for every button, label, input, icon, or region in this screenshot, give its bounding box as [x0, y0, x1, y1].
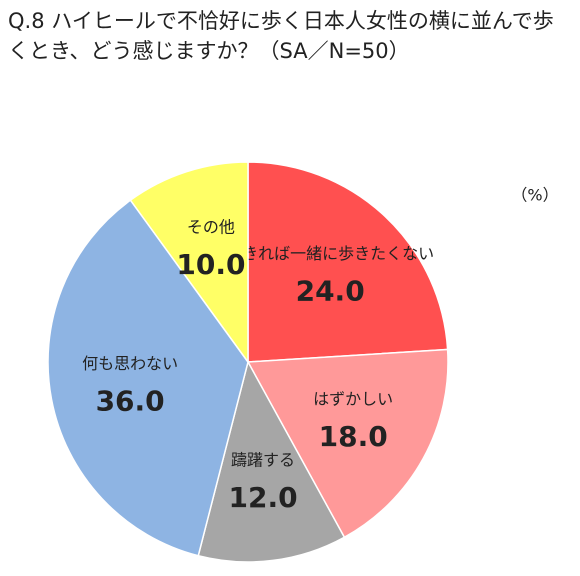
pie-slice: [246, 348, 449, 539]
pie-slice: [47, 199, 249, 557]
value-label: 36.0: [96, 384, 165, 417]
value-label: 10.0: [176, 248, 245, 281]
pie-slice: [197, 359, 346, 563]
value-label: 18.0: [319, 420, 388, 453]
slice-label: 躊躇する: [231, 451, 295, 470]
pie-slice: [129, 161, 249, 365]
chart-title: Q.8 ハイヒールで不恰好に歩く日本人女性の横に並んで歩くとき、どう感じますか？…: [8, 9, 554, 63]
slice-label: はずかしい: [313, 389, 393, 408]
unit-label: （%）: [511, 186, 558, 205]
value-label: 24.0: [296, 275, 365, 308]
slice-label: その他: [187, 217, 235, 236]
slice-label: 何も思わない: [82, 354, 178, 373]
pie-slice: [247, 161, 449, 363]
slice-label: できれば一緒に歩きたくない: [226, 244, 434, 263]
value-label: 12.0: [228, 481, 297, 514]
